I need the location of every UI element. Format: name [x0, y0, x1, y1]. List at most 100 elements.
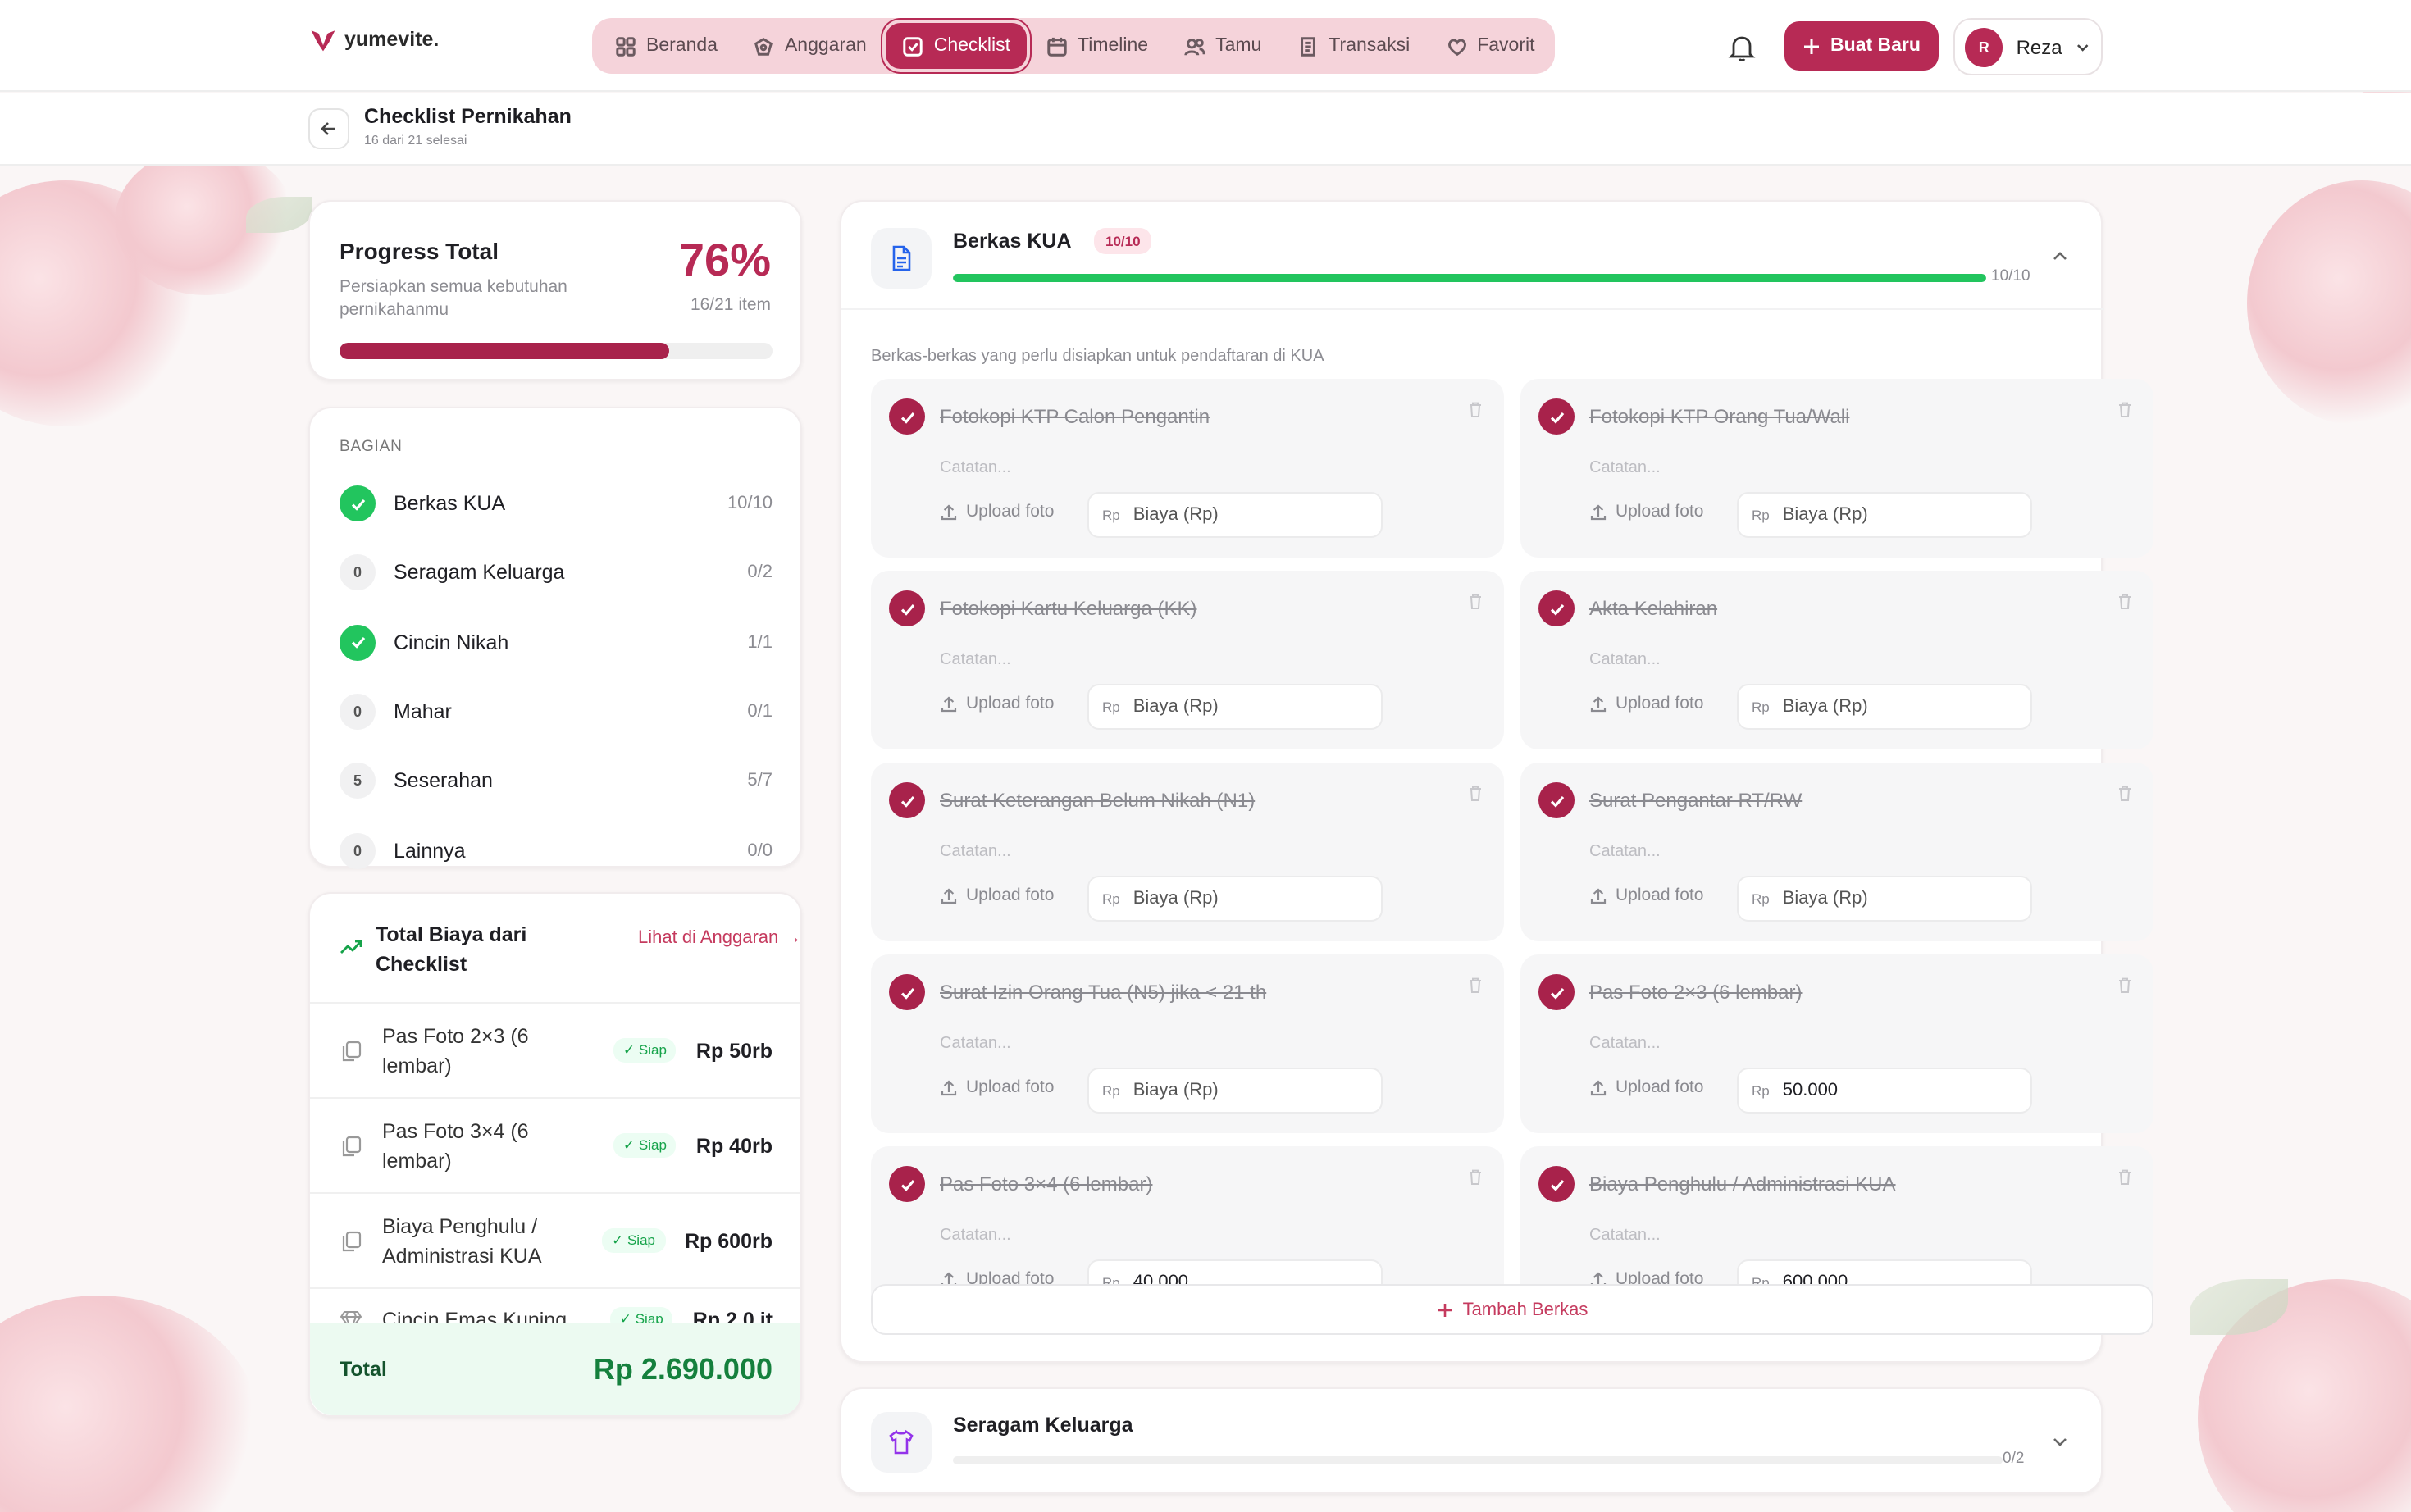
upload-photo-button[interactable]: Upload foto	[1589, 1077, 1703, 1097]
item-checkbox[interactable]	[889, 1166, 925, 1202]
progress-bar	[340, 343, 773, 359]
item-cost-input[interactable]: Rp 50.000	[1737, 1068, 2032, 1114]
item-title[interactable]: Pas Foto 2×3 (6 lembar)	[1589, 981, 1803, 1004]
view-budget-link[interactable]: Lihat di Anggaran →	[638, 928, 802, 948]
user-menu[interactable]: R Reza	[1953, 18, 2103, 75]
group-progress-fill	[953, 274, 1986, 282]
upload-photo-button[interactable]: Upload foto	[1589, 886, 1703, 905]
trash-icon[interactable]	[2116, 592, 2134, 610]
back-button[interactable]	[308, 108, 349, 149]
item-checkbox[interactable]	[1538, 590, 1575, 626]
item-cost-input[interactable]: Rp Biaya (Rp)	[1737, 684, 2032, 730]
chevron-down-icon[interactable]	[2050, 1432, 2070, 1451]
cost-item-value: Rp 40rb	[695, 1134, 773, 1157]
section-item[interactable]: 0 Mahar 0/1	[340, 692, 773, 731]
upload-photo-button[interactable]: Upload foto	[940, 1077, 1054, 1097]
nav-favorit[interactable]: Favorit	[1429, 23, 1551, 69]
section-item[interactable]: 0 Lainnya 0/0	[340, 831, 773, 870]
item-title[interactable]: Biaya Penghulu / Administrasi KUA	[1589, 1173, 1896, 1195]
users-icon	[1184, 38, 1206, 55]
trash-icon[interactable]	[1466, 592, 1484, 610]
cost-item-name: Biaya Penghulu / Administrasi KUA	[382, 1214, 542, 1267]
trash-icon[interactable]	[1466, 784, 1484, 802]
nav-transaksi[interactable]: Transaksi	[1281, 23, 1426, 69]
nav-checklist[interactable]: Checklist	[886, 23, 1028, 69]
upload-photo-button[interactable]: Upload foto	[940, 694, 1054, 713]
app-logo[interactable]: yumevite.	[308, 25, 439, 54]
item-title[interactable]: Pas Foto 3×4 (6 lembar)	[940, 1173, 1153, 1195]
trash-icon[interactable]	[1466, 1168, 1484, 1186]
upload-icon	[941, 503, 957, 520]
nav-beranda[interactable]: Beranda	[599, 23, 734, 69]
upload-label: Upload foto	[1616, 1077, 1704, 1097]
item-note-input[interactable]: Catatan...	[1589, 459, 1661, 477]
item-checkbox[interactable]	[1538, 974, 1575, 1010]
item-checkbox[interactable]	[889, 590, 925, 626]
bell-icon[interactable]	[1725, 31, 1758, 64]
item-cost-input[interactable]: Rp Biaya (Rp)	[1087, 492, 1383, 538]
item-checkbox[interactable]	[889, 782, 925, 818]
section-name: Seserahan	[394, 769, 493, 793]
section-item[interactable]: 5 Seserahan 5/7	[340, 761, 773, 800]
item-title[interactable]: Surat Izin Orang Tua (N5) jika < 21 th	[940, 981, 1267, 1004]
currency-prefix: Rp	[1752, 507, 1770, 523]
item-checkbox[interactable]	[889, 398, 925, 435]
ready-badge: ✓ Siap	[613, 1133, 677, 1158]
item-title[interactable]: Fotokopi KTP Calon Pengantin	[940, 405, 1210, 428]
calendar-icon	[1047, 36, 1067, 56]
item-note-input[interactable]: Catatan...	[1589, 1035, 1661, 1053]
section-name: Mahar	[394, 699, 452, 723]
add-document-button[interactable]: Tambah Berkas	[871, 1284, 2153, 1335]
nav-timeline[interactable]: Timeline	[1030, 23, 1164, 69]
item-note-input[interactable]: Catatan...	[1589, 651, 1661, 669]
section-item[interactable]: 0 Seragam Keluarga 0/2	[340, 553, 773, 593]
item-cost-input[interactable]: Rp Biaya (Rp)	[1737, 492, 2032, 538]
cost-item-name: Pas Foto 3×4 (6 lembar)	[382, 1119, 529, 1172]
item-note-input[interactable]: Catatan...	[940, 843, 1011, 861]
chevron-up-icon[interactable]	[2050, 246, 2070, 266]
item-title[interactable]: Fotokopi Kartu Keluarga (KK)	[940, 597, 1197, 620]
item-cost-input[interactable]: Rp Biaya (Rp)	[1087, 876, 1383, 922]
upload-photo-button[interactable]: Upload foto	[940, 886, 1054, 905]
section-item[interactable]: Berkas KUA 10/10	[340, 484, 773, 523]
trash-icon[interactable]	[1466, 976, 1484, 994]
nav-anggaran[interactable]: Anggaran	[737, 23, 883, 69]
item-cost-input[interactable]: Rp Biaya (Rp)	[1737, 876, 2032, 922]
trash-icon[interactable]	[1466, 400, 1484, 418]
create-new-button[interactable]: Buat Baru	[1784, 21, 1939, 71]
receipt-icon	[1301, 36, 1316, 56]
item-cost-input[interactable]: Rp Biaya (Rp)	[1087, 1068, 1383, 1114]
upload-photo-button[interactable]: Upload foto	[940, 502, 1054, 521]
trash-icon[interactable]	[2116, 1168, 2134, 1186]
item-title[interactable]: Surat Keterangan Belum Nikah (N1)	[940, 789, 1256, 812]
item-checkbox[interactable]	[1538, 1166, 1575, 1202]
create-new-label: Buat Baru	[1830, 36, 1921, 56]
check-icon	[1549, 795, 1564, 807]
sections-heading: BAGIAN	[340, 438, 403, 456]
item-note-input[interactable]: Catatan...	[1589, 1227, 1661, 1245]
group-header[interactable]	[841, 202, 2104, 310]
group-description: Berkas-berkas yang perlu disiapkan untuk…	[871, 348, 1324, 366]
item-checkbox[interactable]	[1538, 782, 1575, 818]
group-seragam-keluarga[interactable]: Seragam Keluarga 0/2	[840, 1387, 2103, 1494]
item-cost-input[interactable]: Rp Biaya (Rp)	[1087, 684, 1383, 730]
trash-icon[interactable]	[2116, 400, 2134, 418]
item-title[interactable]: Surat Pengantar RT/RW	[1589, 789, 1803, 812]
upload-photo-button[interactable]: Upload foto	[1589, 694, 1703, 713]
item-note-input[interactable]: Catatan...	[940, 1035, 1011, 1053]
section-item[interactable]: Cincin Nikah 1/1	[340, 622, 773, 662]
item-note-input[interactable]: Catatan...	[940, 651, 1011, 669]
trash-icon[interactable]	[2116, 976, 2134, 994]
nav-tamu[interactable]: Tamu	[1168, 23, 1278, 69]
item-note-input[interactable]: Catatan...	[940, 459, 1011, 477]
item-checkbox[interactable]	[1538, 398, 1575, 435]
upload-photo-button[interactable]: Upload foto	[1589, 502, 1703, 521]
item-title[interactable]: Akta Kelahiran	[1589, 597, 1718, 620]
item-note-input[interactable]: Catatan...	[1589, 843, 1661, 861]
cost-item-name: Pas Foto 2×3 (6 lembar)	[382, 1024, 529, 1077]
trash-icon[interactable]	[2116, 784, 2134, 802]
item-checkbox[interactable]	[889, 974, 925, 1010]
item-title[interactable]: Fotokopi KTP Orang Tua/Wali	[1589, 405, 1850, 428]
item-note-input[interactable]: Catatan...	[940, 1227, 1011, 1245]
